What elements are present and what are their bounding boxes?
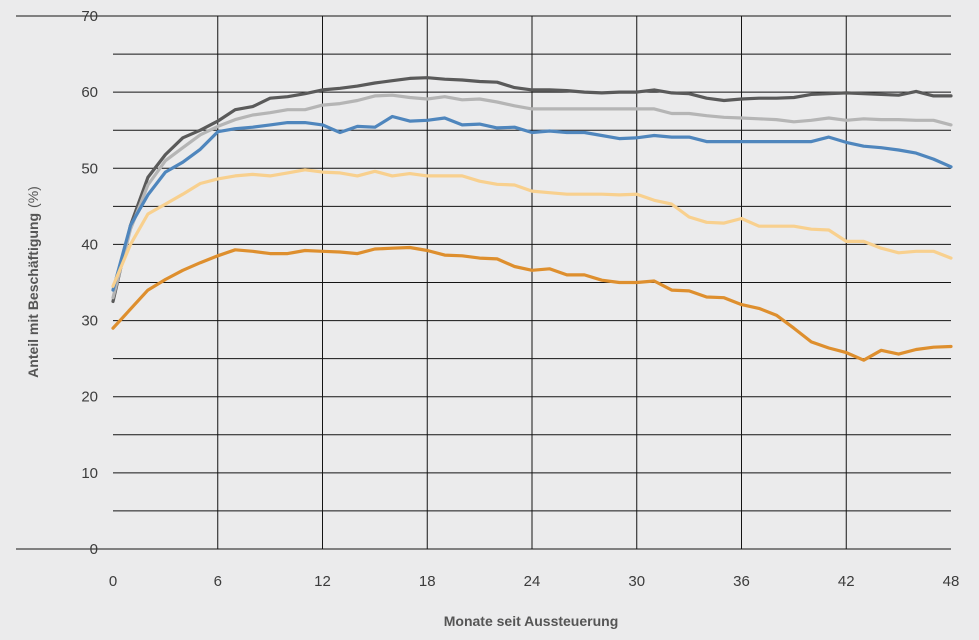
y-tick-labels: 0 10 20 30 40 50 60 70 (81, 8, 98, 558)
y-tick-label: 60 (81, 84, 98, 101)
x-tick-labels: 0 6 12 18 24 30 36 42 48 (109, 573, 960, 590)
gridlines (16, 15, 951, 550)
y-tick-label: 20 (81, 389, 98, 406)
x-tick-label: 36 (733, 573, 750, 590)
y-tick-label: 40 (81, 236, 98, 253)
x-tick-label: 30 (628, 573, 645, 590)
x-tick-label: 18 (419, 573, 436, 590)
x-tick-label: 48 (943, 573, 960, 590)
y-tick-label: 50 (81, 160, 98, 177)
series-line-1 (111, 76, 953, 304)
series-line-5 (111, 245, 953, 362)
y-axis-label-text: Anteil mit Beschäftigung (25, 213, 41, 378)
series-line-3 (111, 114, 953, 292)
y-tick-label: 70 (81, 8, 98, 25)
series-lines (111, 76, 953, 362)
x-tick-label: 6 (214, 573, 222, 590)
x-axis-label: Monate seit Aussteuerung (444, 613, 619, 629)
x-tick-label: 24 (524, 573, 541, 590)
y-axis-label: Anteil mit Beschäftigung (%) (25, 186, 41, 378)
y-tick-label: 30 (81, 313, 98, 330)
y-axis-label-unit: (%) (25, 186, 41, 208)
y-tick-label: 0 (90, 541, 98, 558)
series-line-4 (111, 168, 953, 288)
x-tick-label: 42 (838, 573, 855, 590)
y-tick-label: 10 (81, 465, 98, 482)
x-tick-label: 0 (109, 573, 117, 590)
x-tick-label: 12 (314, 573, 331, 590)
series-line-2 (111, 93, 953, 300)
